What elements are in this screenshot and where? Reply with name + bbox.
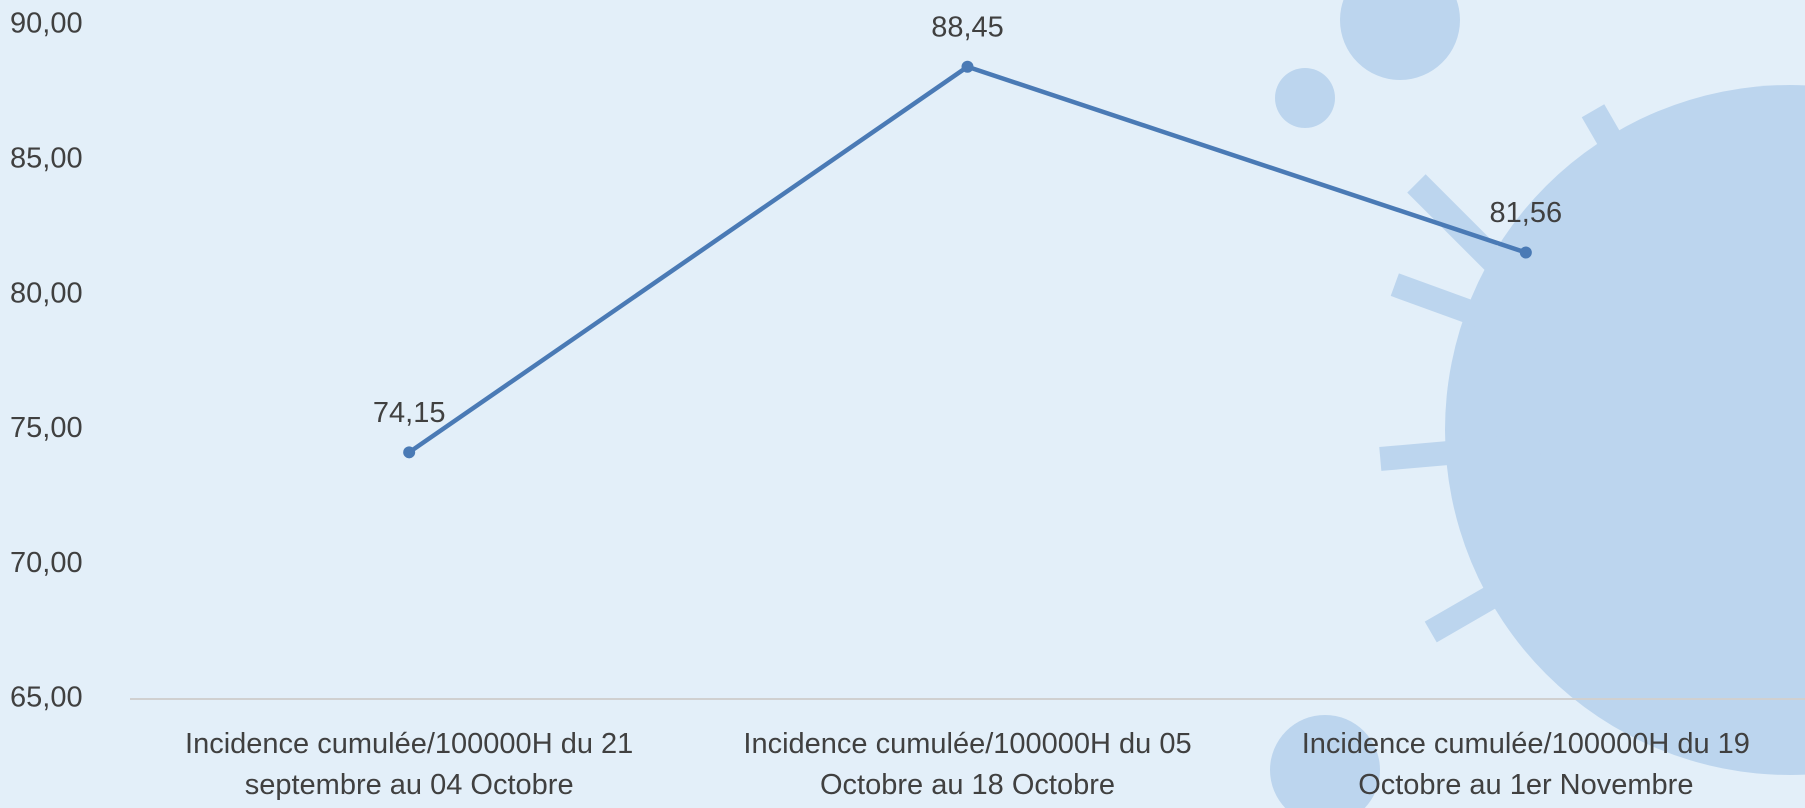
y-tick-label: 90,00 [10, 8, 83, 40]
virus-decoration [1270, 0, 1805, 808]
data-label: 88,45 [931, 11, 1004, 43]
y-tick-label: 70,00 [10, 547, 83, 579]
x-tick-label: Incidence cumulée/100000H du 19 Octobre … [1256, 724, 1796, 806]
data-point [403, 446, 415, 458]
y-tick-label: 85,00 [10, 142, 83, 174]
y-tick-label: 75,00 [10, 412, 83, 444]
data-label: 81,56 [1490, 197, 1563, 229]
y-tick-label: 80,00 [10, 277, 83, 309]
data-point [962, 61, 974, 73]
data-label: 74,15 [373, 397, 446, 429]
data-point [1520, 247, 1532, 259]
y-tick-label: 65,00 [10, 682, 83, 714]
chart: 65,00 70,00 75,00 80,00 85,00 90,00 74,15 88,45… [0, 0, 1805, 808]
x-tick-label: Incidence cumulée/100000H du 21 septembr… [139, 724, 679, 806]
data-line [409, 67, 1526, 453]
page: 65,00 70,00 75,00 80,00 85,00 90,00 74,15 88,45… [0, 0, 1805, 808]
x-tick-label: Incidence cumulée/100000H du 05 Octobre … [698, 724, 1238, 806]
